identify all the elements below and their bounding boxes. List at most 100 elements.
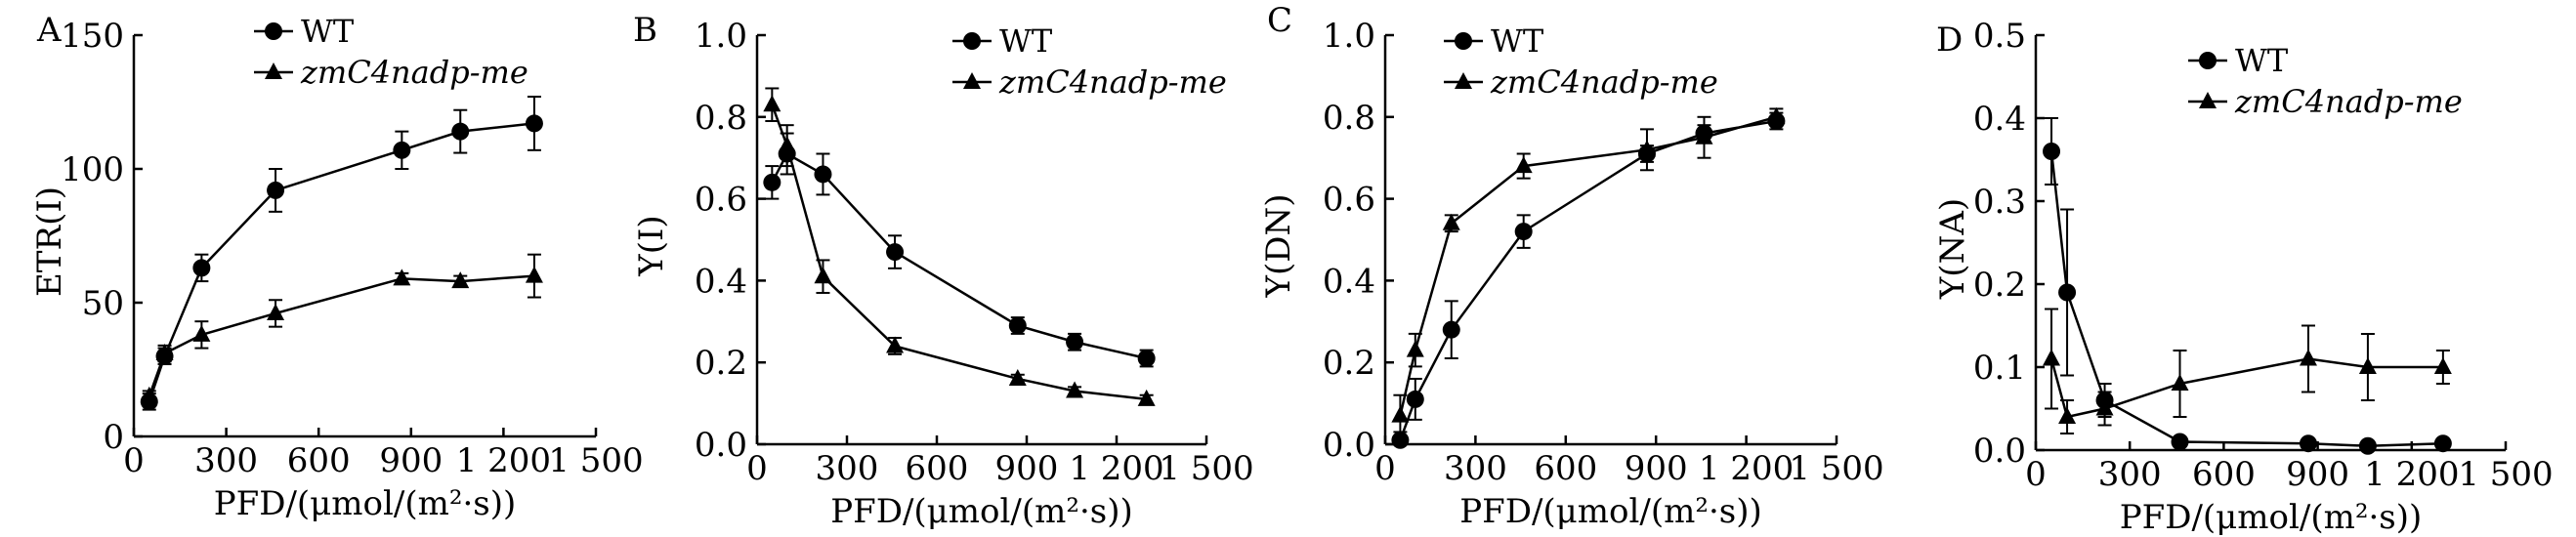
data-point [1514, 223, 1533, 241]
data-point [192, 324, 211, 342]
data-point [525, 266, 543, 283]
x-tick-label: 1 500 [1789, 449, 1883, 488]
y-tick-label: 0.0 [695, 426, 747, 465]
y-tick-label: 50 [82, 284, 124, 323]
y-tick-label: 0.8 [1323, 99, 1375, 138]
series-zmC4nadp-me [2043, 308, 2452, 434]
data-point [2171, 374, 2189, 391]
data-point [2058, 283, 2077, 302]
x-axis-label: PFD/(μmol/(m²·s)) [214, 484, 517, 523]
y-axis-label: Y(DN) [1259, 194, 1298, 299]
panel-label: D [1936, 21, 1963, 60]
data-point [1406, 390, 1424, 408]
data-point [140, 386, 158, 403]
data-point [1137, 389, 1156, 406]
x-tick-label: 1 200 [1699, 449, 1794, 488]
data-point [267, 303, 285, 320]
series-line [1399, 119, 1777, 441]
legend-label: WT [999, 22, 1053, 60]
legend-label: zmC4nadp-me [998, 63, 1227, 101]
data-point [1637, 140, 1656, 157]
data-point [1066, 381, 1084, 398]
x-tick-label: 1 200 [1069, 449, 1163, 488]
data-point [763, 173, 781, 191]
series-line [1399, 115, 1777, 416]
legend-label: zmC4nadp-me [1490, 63, 1718, 101]
data-point [1137, 350, 1156, 368]
series-WT [140, 96, 543, 411]
legend-label: zmC4nadp-me [300, 54, 528, 91]
x-tick-label: 900 [1625, 449, 1688, 488]
series-line [771, 103, 1147, 401]
data-point [155, 344, 174, 361]
x-tick-label: 0 [746, 449, 768, 488]
data-point [393, 141, 411, 159]
y-tick-label: 0.2 [695, 344, 747, 383]
legend-marker [265, 62, 282, 79]
x-axis-label: PFD/(μmol/(m²·s)) [1459, 492, 1762, 531]
y-tick-label: 1.0 [1323, 17, 1375, 56]
data-point [525, 114, 543, 133]
data-point [1066, 333, 1084, 351]
legend-marker [2199, 52, 2217, 69]
y-tick-label: 0.0 [1973, 432, 2026, 471]
series-WT [2043, 117, 2452, 455]
legend-marker [963, 72, 981, 89]
x-axis-label: PFD/(μmol/(m²·s)) [830, 492, 1133, 531]
x-tick-label: 0 [1374, 449, 1396, 488]
x-tick-label: 600 [1534, 449, 1597, 488]
data-point [763, 95, 781, 112]
data-point [886, 336, 905, 353]
data-point [451, 271, 470, 289]
legend-marker [1455, 32, 1472, 50]
x-tick-label: 300 [194, 441, 258, 480]
data-point [393, 268, 411, 286]
data-point [2358, 357, 2377, 374]
series-zmC4nadp-me [1391, 106, 1786, 437]
data-point [2058, 407, 2077, 424]
legend-marker [2199, 92, 2217, 108]
legend-label: zmC4nadp-me [2234, 83, 2463, 120]
x-tick-label: 900 [379, 441, 443, 480]
y-tick-label: 100 [61, 150, 124, 189]
y-tick-label: 0.5 [1973, 17, 2026, 56]
x-tick-label: 600 [906, 449, 969, 488]
data-point [2095, 398, 2114, 416]
x-tick-label: 1 500 [1159, 449, 1253, 488]
data-point [814, 165, 832, 184]
data-point [1442, 320, 1460, 339]
series-line [771, 151, 1147, 360]
y-tick-label: 0.6 [1323, 181, 1375, 220]
data-point [1406, 340, 1424, 357]
legend-label: WT [1491, 22, 1544, 60]
data-point [1391, 405, 1410, 423]
panel-label: A [36, 11, 62, 50]
y-tick-label: 1.0 [695, 17, 747, 56]
data-point [1695, 127, 1713, 145]
data-point [267, 181, 285, 199]
data-point [1514, 156, 1533, 174]
y-axis-label: Y(NA) [1933, 198, 1972, 300]
series-WT [763, 132, 1156, 368]
series-zmC4nadp-me [763, 87, 1156, 406]
data-point [2043, 143, 2061, 160]
x-tick-label: 1 500 [2458, 455, 2553, 494]
x-tick-label: 900 [995, 449, 1059, 488]
x-tick-label: 1 200 [456, 441, 551, 480]
x-tick-label: 900 [2286, 455, 2349, 494]
y-tick-label: 0.6 [695, 181, 747, 220]
data-point [2433, 357, 2452, 374]
panel-label: C [1267, 1, 1292, 40]
legend-label: WT [2235, 42, 2289, 79]
x-tick-label: 600 [2192, 455, 2256, 494]
y-tick-label: 0.1 [1973, 349, 2026, 388]
y-tick-label: 0.3 [1973, 183, 2026, 222]
data-point [1008, 316, 1027, 335]
data-point [778, 136, 796, 153]
